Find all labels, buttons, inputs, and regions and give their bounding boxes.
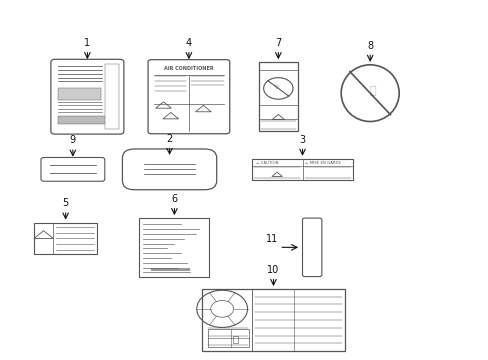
Bar [105,64,119,130]
FancyBboxPatch shape [51,59,123,134]
Text: 2: 2 [166,134,172,144]
Text: ⚠ CAUTION: ⚠ CAUTION [255,161,278,165]
FancyBboxPatch shape [302,218,321,276]
Bar [58,88,101,100]
Text: 4: 4 [185,38,192,48]
Text: 10: 10 [267,265,279,275]
Bar [139,218,209,276]
Bar [207,329,249,347]
FancyBboxPatch shape [122,149,216,190]
Bar [34,222,97,255]
Bar [202,289,344,351]
Text: 5: 5 [62,198,69,208]
FancyBboxPatch shape [148,60,229,134]
Text: 👶: 👶 [368,86,375,96]
Text: AIR CONDITIONER: AIR CONDITIONER [164,66,213,71]
FancyBboxPatch shape [41,157,104,181]
Text: 1: 1 [84,38,90,48]
Text: 6: 6 [171,194,177,204]
Text: 8: 8 [366,41,372,51]
Text: 7: 7 [275,38,281,48]
Bar [251,159,352,180]
Bar [232,336,238,343]
Bar [259,62,297,131]
Bar [58,116,110,124]
Text: 11: 11 [265,234,277,244]
Text: ⊗: ⊗ [272,84,278,90]
Text: 3: 3 [299,135,305,145]
Bar [151,268,190,271]
Text: ⚠ MISE EN GARDE: ⚠ MISE EN GARDE [305,161,340,165]
Text: 9: 9 [70,135,76,145]
